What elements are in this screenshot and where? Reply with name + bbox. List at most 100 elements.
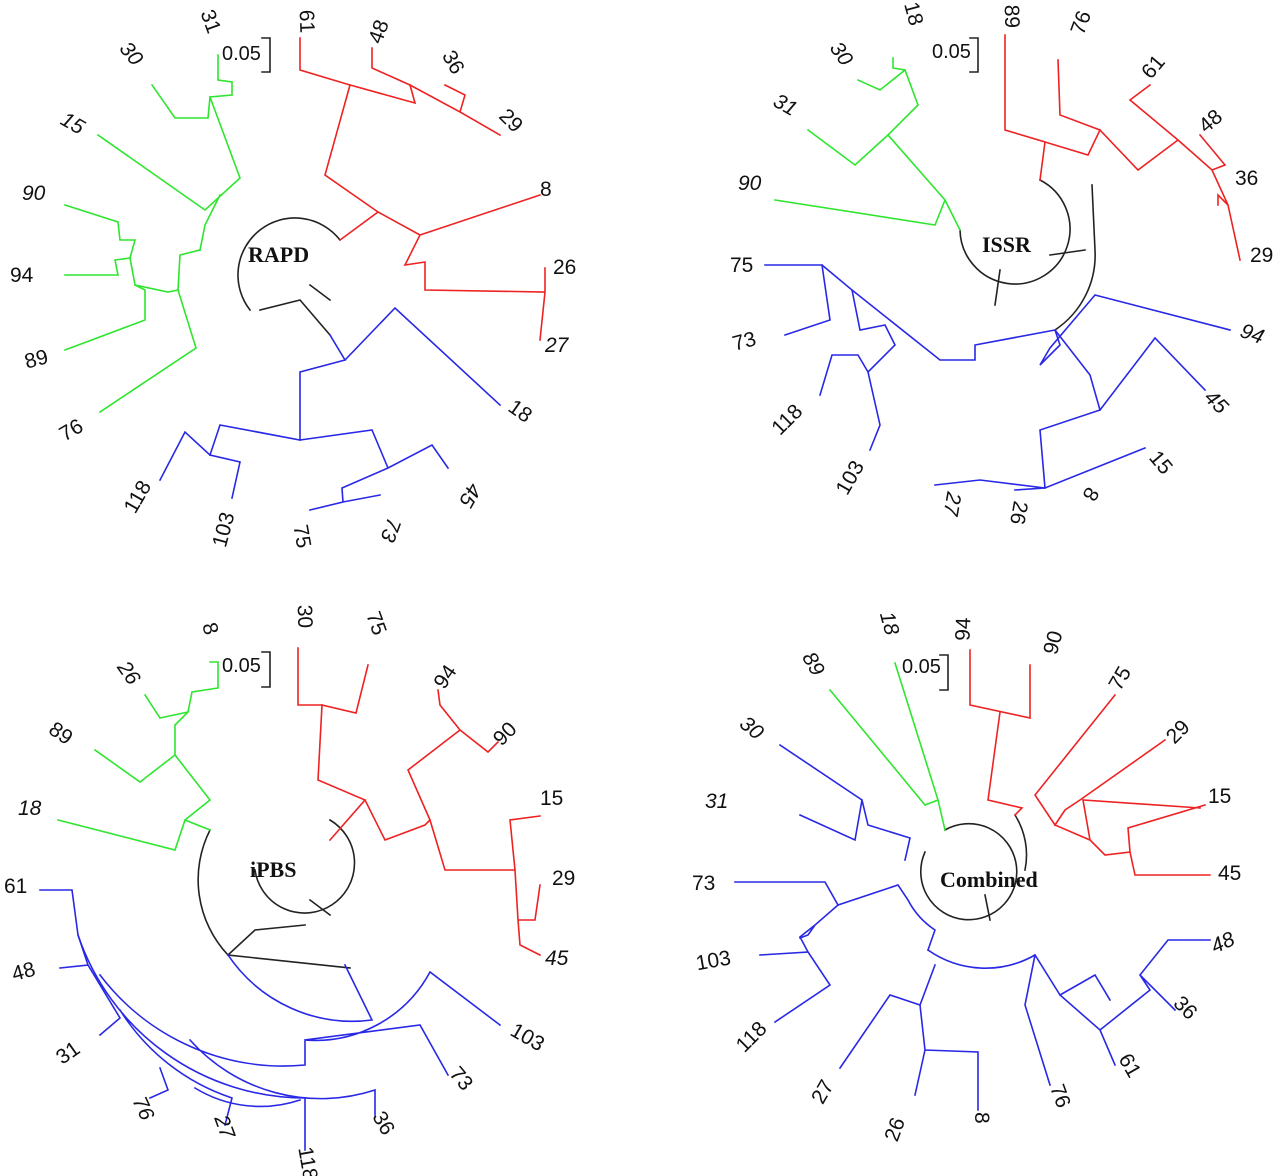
scale-bar-rapd: 0.05: [222, 37, 271, 73]
scale-bar-combined: 0.05: [902, 654, 949, 691]
leaf-label: 26: [880, 1115, 910, 1145]
leaf-label: 75: [361, 608, 391, 638]
leaf-label: 103: [694, 947, 733, 976]
branches-issr: [764, 34, 1241, 491]
leaf-label: 90: [22, 182, 46, 205]
panel-combined: 18 89 94 90 75 29 15 45 30 31 73 103 118…: [692, 609, 1241, 1144]
blue-clade-issr: [764, 263, 1231, 491]
leaf-label: 73: [445, 1062, 478, 1095]
leaf-label: 94: [952, 617, 976, 641]
leaf-label: 27: [544, 334, 570, 357]
leaf-label: 26: [553, 256, 576, 279]
root-ring-issr: [959, 178, 1096, 332]
red-clade-combined: [969, 649, 1211, 876]
leaf-label: 27: [209, 1111, 239, 1143]
leaf-label: 94: [429, 661, 461, 694]
leaf-label: 30: [735, 712, 768, 745]
panel-rapd: 31 30 15 90 94 89 76 61 48 36 29 8 26 27…: [10, 7, 576, 550]
leaf-label: 36: [1169, 992, 1202, 1025]
leaf-label: 45: [545, 947, 569, 970]
green-clade-issr: [774, 57, 962, 232]
scale-bar-ipbs: 0.05: [222, 651, 271, 688]
labels-ipbs: 8 26 89 18 30 75 94 90 15 29 45 61 48 31…: [4, 604, 575, 1176]
leaf-label: 48: [1207, 927, 1238, 958]
leaf-label: 30: [115, 37, 148, 70]
leaf-label: 8: [970, 1112, 993, 1124]
panel-title-rapd: RAPD: [248, 242, 309, 267]
leaf-label: 73: [730, 328, 759, 356]
scale-bar-label: 0.05: [902, 656, 941, 678]
leaf-label: 45: [454, 479, 486, 511]
blue-clade-rapd: [158, 306, 502, 511]
panel-ipbs: 8 26 89 18 30 75 94 90 15 29 45 61 48 31…: [4, 604, 575, 1176]
leaf-label: 94: [1237, 319, 1267, 349]
leaf-label: 76: [128, 1093, 159, 1124]
leaf-label: 76: [56, 415, 88, 447]
leaf-label: 27: [807, 1076, 839, 1108]
leaf-label: 27: [938, 489, 965, 518]
leaf-label: 89: [1000, 4, 1024, 28]
leaf-label: 61: [1114, 1050, 1146, 1082]
leaf-label: 75: [288, 523, 315, 550]
leaf-label: 15: [57, 108, 89, 140]
leaf-label: 15: [1144, 446, 1177, 479]
leaf-label: 18: [875, 609, 903, 638]
scale-bar-label: 0.05: [222, 655, 261, 677]
leaf-label: 26: [1005, 499, 1032, 526]
scale-bar-label: 0.05: [222, 43, 261, 65]
leaf-label: 94: [10, 264, 34, 287]
scale-bar-label: 0.05: [932, 41, 971, 63]
leaf-label: 73: [692, 872, 715, 895]
leaf-label: 118: [293, 1145, 321, 1176]
leaf-label: 89: [44, 717, 76, 749]
leaf-label: 76: [1066, 8, 1096, 38]
leaf-label: 18: [504, 395, 536, 427]
leaf-label: 31: [769, 89, 801, 121]
labels-rapd: 31 30 15 90 94 89 76 61 48 36 29 8 26 27…: [10, 7, 576, 550]
green-clade-combined: [828, 661, 946, 831]
panel-title-combined: Combined: [940, 867, 1038, 892]
root-ring-combined: [920, 813, 1028, 921]
leaf-label: 36: [1235, 167, 1258, 190]
leaf-label: 29: [1250, 244, 1273, 267]
leaf-label: 15: [540, 787, 563, 810]
leaf-label: 29: [494, 104, 527, 137]
leaf-label: 18: [18, 797, 42, 820]
leaf-label: 48: [9, 958, 38, 986]
leaf-label: 31: [705, 790, 728, 813]
green-clade-ipbs: [57, 661, 219, 851]
scale-bar-issr: 0.05: [932, 37, 979, 73]
branches-rapd: [63, 37, 546, 511]
leaf-label: 36: [367, 1107, 399, 1139]
leaf-label: 118: [732, 1017, 772, 1057]
leaf-label: 103: [506, 1019, 548, 1056]
panel-issr: 18 30 31 90 89 76 61 48 36 29 75 73 118 …: [730, 0, 1273, 526]
panel-title-issr: ISSR: [982, 232, 1032, 257]
leaf-label: 75: [730, 254, 753, 277]
labels-issr: 18 30 31 90 89 76 61 48 36 29 75 73 118 …: [730, 0, 1273, 526]
leaf-label: 103: [832, 457, 869, 499]
leaf-label: 18: [899, 0, 927, 28]
leaf-label: 8: [540, 178, 552, 201]
root-ring-ipbs: [197, 818, 356, 969]
leaf-label: 118: [767, 400, 807, 440]
leaf-label: 89: [22, 345, 51, 373]
leaf-label: 15: [1208, 785, 1231, 808]
leaf-label: 31: [196, 7, 226, 37]
red-clade-ipbs: [297, 647, 542, 957]
leaf-label: 8: [1077, 483, 1103, 505]
leaf-label: 61: [295, 9, 319, 33]
leaf-label: 30: [825, 38, 857, 71]
leaf-label: 45: [1218, 862, 1241, 885]
leaf-label: 90: [1039, 628, 1067, 657]
branches-combined: [734, 649, 1211, 1111]
leaf-label: 36: [437, 47, 469, 79]
leaf-label: 48: [1194, 105, 1227, 138]
panel-title-ipbs: iPBS: [250, 857, 296, 882]
leaf-label: 61: [4, 875, 27, 898]
leaf-label: 118: [120, 477, 157, 517]
root-ring-rapd: [237, 217, 342, 337]
branches-ipbs: [39, 647, 542, 1151]
leaf-label: 31: [52, 1037, 84, 1069]
